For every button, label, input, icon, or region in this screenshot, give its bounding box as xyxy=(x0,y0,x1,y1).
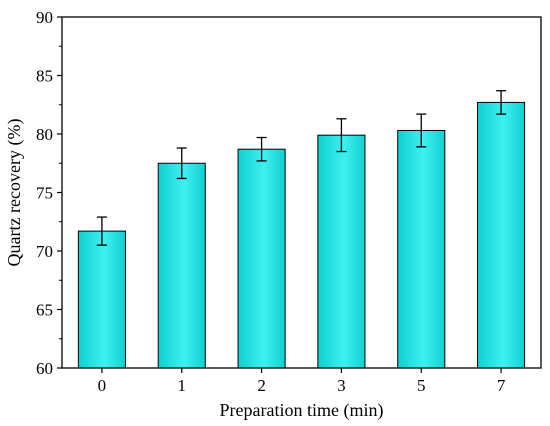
x-tick-label-7: 7 xyxy=(497,376,506,395)
bar-2 xyxy=(237,148,286,369)
error-bars-group xyxy=(96,90,507,246)
x-tick-label-5: 5 xyxy=(417,376,426,395)
x-axis-ticks: 0 1 2 3 5 7 xyxy=(98,368,506,395)
error-bar-3 xyxy=(336,118,347,153)
x-tick-label-3: 3 xyxy=(337,376,346,395)
y-tick-label-60: 60 xyxy=(36,359,53,378)
y-tick-label-70: 70 xyxy=(36,242,53,261)
bar-3 xyxy=(317,134,366,369)
x-tick-label-2: 2 xyxy=(257,376,266,395)
error-bar-2 xyxy=(256,136,267,162)
y-tick-label-65: 65 xyxy=(36,301,53,320)
bar-5 xyxy=(397,129,446,369)
error-bar-1 xyxy=(176,147,187,180)
bar-1 xyxy=(157,162,206,369)
x-axis-label: Preparation time (min) xyxy=(220,400,384,421)
error-bar-5 xyxy=(416,113,427,148)
bar-0 xyxy=(77,230,126,369)
plot-frame xyxy=(61,16,542,369)
y-tick-label-90: 90 xyxy=(36,8,53,27)
error-bar-0 xyxy=(96,216,107,246)
y-axis-label: Quartz recovery (%) xyxy=(4,119,25,267)
x-tick-label-1: 1 xyxy=(178,376,187,395)
y-axis-ticks: 60 65 70 75 80 85 90 xyxy=(36,8,62,378)
y-tick-label-85: 85 xyxy=(36,67,53,86)
error-bar-7 xyxy=(496,90,507,115)
bars-group xyxy=(77,101,526,369)
y-tick-label-75: 75 xyxy=(36,184,53,203)
x-tick-label-0: 0 xyxy=(98,376,107,395)
y-tick-label-80: 80 xyxy=(36,125,53,144)
bar-7 xyxy=(477,101,526,369)
